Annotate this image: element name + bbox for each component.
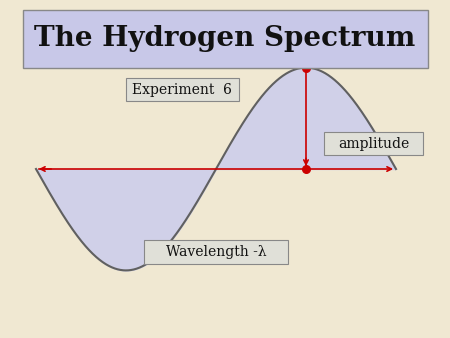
FancyBboxPatch shape (324, 132, 423, 155)
FancyBboxPatch shape (22, 10, 427, 68)
Point (302, 65, 310, 70)
Point (302, 166, 310, 172)
Text: amplitude: amplitude (338, 137, 409, 151)
FancyBboxPatch shape (126, 78, 238, 101)
Text: Wavelength -λ: Wavelength -λ (166, 245, 266, 259)
Text: Experiment  6: Experiment 6 (132, 82, 232, 97)
Text: The Hydrogen Spectrum: The Hydrogen Spectrum (34, 25, 416, 52)
FancyBboxPatch shape (144, 240, 288, 264)
